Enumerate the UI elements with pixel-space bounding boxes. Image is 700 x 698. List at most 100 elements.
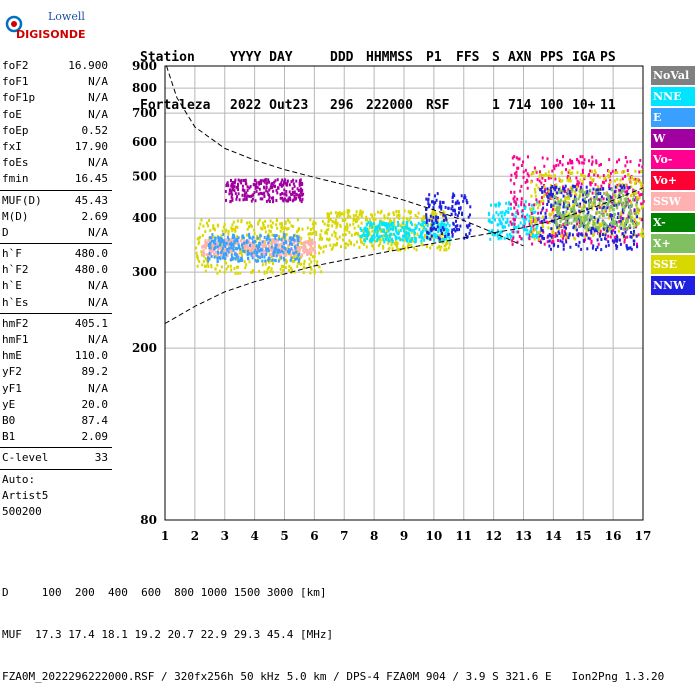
- echo-point: [223, 241, 225, 245]
- echo-point: [397, 231, 400, 235]
- echo-point: [232, 248, 235, 252]
- echo-point: [201, 263, 204, 267]
- echo-point: [383, 240, 386, 244]
- echo-point: [612, 224, 615, 228]
- echo-point: [319, 246, 322, 250]
- echo-point: [202, 259, 205, 263]
- echo-point: [326, 237, 329, 241]
- echo-point: [233, 189, 236, 193]
- echo-point: [303, 259, 306, 263]
- echo-point: [264, 244, 266, 248]
- echo-point: [229, 264, 232, 268]
- echo-point: [640, 202, 643, 206]
- echo-point: [212, 235, 215, 239]
- echo-point: [539, 170, 541, 174]
- echo-point: [299, 239, 302, 243]
- echo-point: [242, 198, 245, 202]
- echo-point: [393, 223, 396, 227]
- echo-point: [345, 242, 348, 246]
- echo-point: [352, 214, 355, 218]
- echo-point: [609, 196, 612, 200]
- echo-point: [269, 269, 272, 273]
- echo-point: [237, 184, 239, 188]
- echo-point: [283, 188, 286, 192]
- echo-point: [280, 249, 283, 253]
- echo-point: [547, 234, 550, 238]
- echo-point: [505, 221, 507, 224]
- echo-point: [309, 239, 312, 243]
- echo-point: [614, 219, 617, 223]
- echo-point: [526, 213, 529, 217]
- echo-point: [271, 221, 274, 225]
- header-label: DDD: [330, 50, 354, 65]
- echo-point: [327, 218, 330, 222]
- x-tick-label: 12: [485, 529, 502, 543]
- param-name: M(D): [2, 209, 29, 223]
- echo-point: [420, 233, 423, 236]
- echo-point: [521, 209, 524, 213]
- echo-point: [195, 246, 198, 250]
- echo-point: [285, 259, 288, 263]
- echo-point: [538, 179, 541, 183]
- echo-point: [603, 177, 606, 181]
- echo-point: [603, 191, 606, 195]
- echo-point: [600, 238, 603, 241]
- echo-point: [277, 259, 280, 263]
- echo-point: [541, 235, 544, 239]
- echo-point: [211, 243, 214, 247]
- echo-point: [373, 213, 376, 217]
- echo-point: [621, 208, 624, 212]
- echo-point: [640, 193, 643, 196]
- echo-point: [581, 198, 584, 202]
- echo-point: [589, 216, 592, 220]
- echo-point: [510, 235, 513, 238]
- echo-point: [325, 231, 328, 235]
- echo-point: [236, 219, 239, 223]
- echo-point: [607, 200, 610, 204]
- echo-point: [496, 229, 499, 233]
- echo-point: [541, 236, 544, 240]
- echo-point: [638, 217, 641, 220]
- x-tick-label: 9: [400, 529, 408, 543]
- echo-point: [240, 220, 243, 224]
- echo-point: [523, 207, 526, 210]
- echo-point: [290, 256, 293, 260]
- echo-point: [616, 160, 618, 164]
- echo-point: [216, 271, 219, 275]
- echo-point: [600, 163, 602, 166]
- echo-point: [633, 189, 636, 193]
- echo-point: [398, 213, 401, 217]
- echo-point: [589, 237, 592, 241]
- echo-point: [233, 234, 236, 238]
- echo-point: [567, 174, 570, 178]
- echo-point: [380, 228, 383, 232]
- echo-point: [206, 262, 209, 266]
- echo-point: [532, 171, 535, 175]
- echo-point: [619, 201, 622, 204]
- echo-point: [578, 240, 581, 244]
- echo-point: [543, 218, 546, 222]
- echo-point: [434, 221, 437, 225]
- header-value: 1: [492, 98, 500, 113]
- echo-point: [451, 200, 454, 204]
- echo-point: [368, 226, 371, 229]
- echo-point: [359, 211, 362, 214]
- echo-point: [564, 232, 567, 236]
- echo-point: [607, 175, 610, 179]
- echo-point: [625, 220, 628, 224]
- echo-point: [600, 224, 602, 228]
- echo-point: [436, 246, 439, 250]
- echo-point: [425, 213, 428, 217]
- echo-point: [214, 236, 217, 240]
- echo-point: [571, 166, 574, 170]
- echo-point: [629, 160, 632, 164]
- echo-point: [233, 236, 236, 240]
- echo-point: [231, 198, 234, 202]
- echo-point: [559, 200, 562, 204]
- echo-point: [621, 189, 623, 193]
- echo-point: [623, 224, 626, 228]
- echo-point: [246, 221, 249, 225]
- echo-point: [380, 209, 383, 213]
- echo-point: [439, 223, 442, 227]
- echo-point: [237, 236, 240, 240]
